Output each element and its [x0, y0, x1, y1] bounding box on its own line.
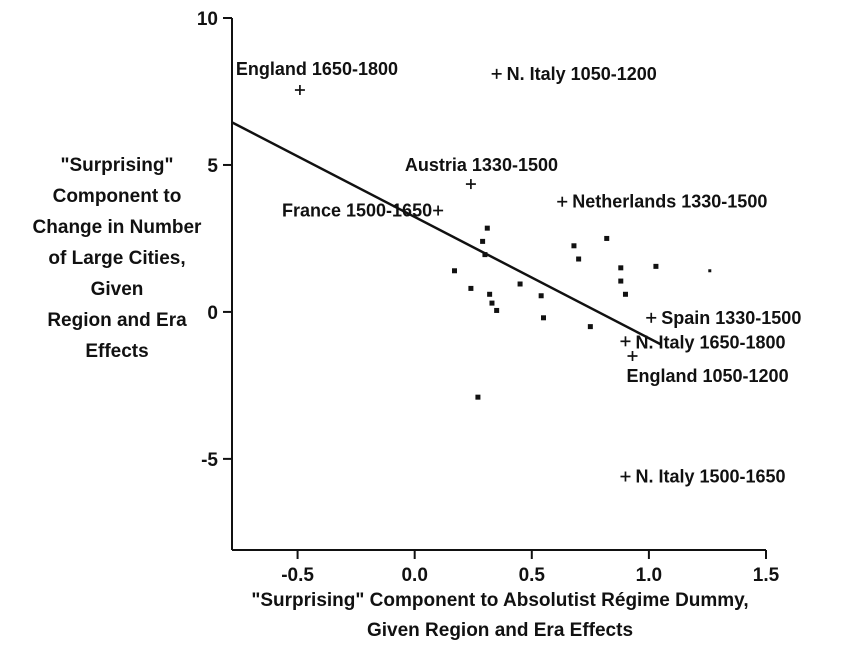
- data-point-square: [618, 265, 624, 271]
- data-point-square: [587, 324, 593, 330]
- x-tick-label: 0.5: [519, 565, 546, 586]
- point-label: N. Italy 1650-1800: [635, 332, 785, 352]
- data-point-square: [487, 291, 493, 297]
- point-label: France 1500-1650: [282, 201, 432, 221]
- y-axis-title-line: Effects: [85, 341, 149, 362]
- y-axis-title-line: Given: [90, 279, 144, 300]
- point-label: Netherlands 1330-1500: [572, 192, 767, 212]
- data-point-square: [494, 307, 500, 313]
- y-tick-label: 10: [197, 9, 218, 30]
- data-point-square: [618, 278, 624, 284]
- data-point-square: [538, 293, 544, 299]
- point-label: N. Italy 1500-1650: [635, 467, 785, 487]
- data-point-square: [468, 285, 474, 291]
- data-point-square: [622, 291, 628, 297]
- data-point-square: [480, 238, 486, 244]
- y-axis-title-line: Component to: [52, 186, 182, 207]
- x-tick-label: 1.0: [636, 565, 662, 586]
- point-label: Spain 1330-1500: [661, 308, 801, 328]
- y-axis-title-line: Region and Era: [47, 310, 187, 331]
- data-point-square: [708, 269, 712, 273]
- data-point-square: [452, 268, 457, 274]
- y-axis-title: "Surprising" Component to Change in Numb…: [6, 150, 228, 367]
- data-point-square: [475, 394, 481, 400]
- y-tick-label: 5: [207, 156, 218, 177]
- y-axis-title-line: Change in Number: [32, 217, 202, 238]
- x-tick-label: 1.5: [753, 565, 780, 586]
- x-axis-title: "Surprising" Component to Absolutist Rég…: [180, 586, 820, 646]
- data-point-square: [604, 235, 610, 241]
- y-tick-label: -5: [201, 450, 218, 471]
- x-tick-label: 0.0: [401, 565, 427, 586]
- y-axis-title-line: of Large Cities,: [48, 248, 186, 269]
- x-axis-title-line: Given Region and Era Effects: [366, 620, 634, 641]
- data-point-square: [482, 252, 488, 258]
- data-point-square: [571, 243, 577, 249]
- point-label: Austria 1330-1500: [405, 155, 558, 175]
- data-point-square: [576, 256, 582, 262]
- point-label: England 1050-1200: [627, 366, 789, 386]
- point-label: N. Italy 1050-1200: [507, 64, 657, 84]
- data-point-square: [541, 315, 546, 321]
- data-point-square: [489, 300, 495, 306]
- data-point-square: [653, 263, 659, 269]
- x-axis-title-line: "Surprising" Component to Absolutist Rég…: [251, 590, 749, 611]
- regression-line: [231, 121, 662, 346]
- y-tick-label: 0: [207, 303, 218, 324]
- data-point-square: [484, 225, 490, 231]
- data-point-square: [517, 281, 523, 287]
- point-label: England 1650-1800: [236, 59, 398, 79]
- x-tick-label: -0.5: [281, 565, 314, 586]
- y-axis-title-line: "Surprising": [60, 155, 174, 176]
